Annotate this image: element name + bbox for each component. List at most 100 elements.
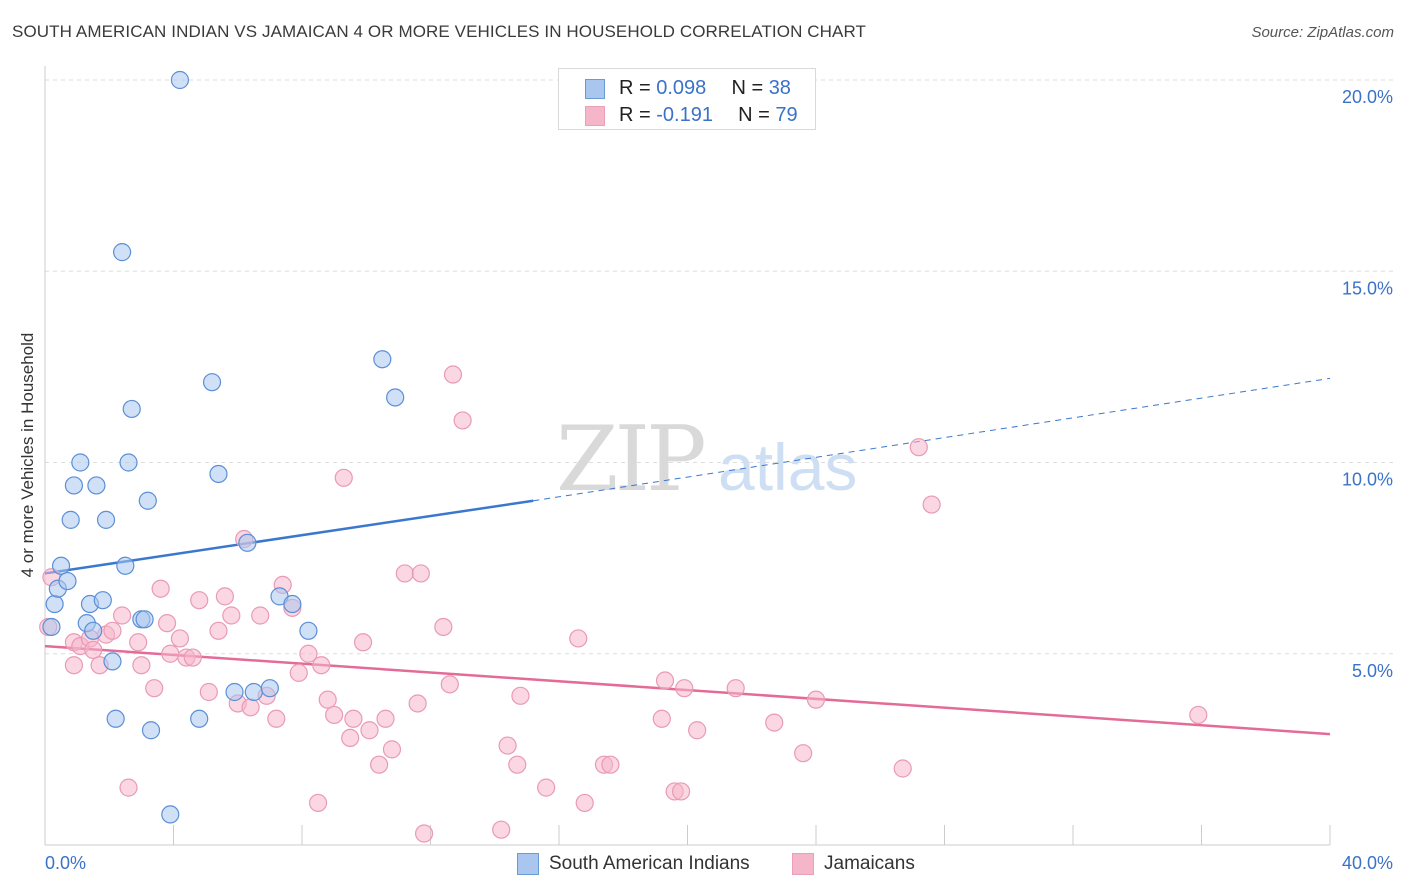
y-tick-label: 5.0% — [1352, 661, 1393, 681]
legend-swatch-blue — [517, 853, 539, 875]
point-jamaicans — [209, 621, 228, 640]
r-value: -0.191 — [656, 104, 713, 126]
point-south-american-indians — [112, 243, 132, 262]
n-label: N = — [731, 77, 769, 99]
point-jamaicans — [652, 709, 671, 728]
point-jamaicans — [537, 778, 556, 797]
series-legend: South American Indians Jamaicans — [0, 852, 1406, 878]
zipatlas-watermark: ZIP atlas — [556, 407, 857, 512]
point-jamaicans — [395, 564, 414, 583]
point-south-american-indians — [45, 594, 64, 614]
legend-swatch-blue — [585, 79, 605, 99]
r-label: R = — [619, 77, 657, 99]
chart-title: SOUTH AMERICAN INDIAN VS JAMAICAN 4 OR M… — [12, 22, 867, 41]
point-jamaicans — [161, 644, 180, 663]
point-jamaicans — [376, 709, 395, 728]
point-jamaicans — [183, 648, 202, 667]
point-jamaicans — [215, 587, 234, 606]
point-south-american-indians — [116, 556, 135, 575]
legend-label: Jamaicans — [824, 853, 915, 874]
point-jamaicans — [251, 606, 270, 625]
point-jamaicans — [151, 579, 170, 598]
point-jamaicans — [601, 755, 620, 774]
point-jamaicans — [511, 686, 530, 705]
y-tick-label: 20.0% — [1342, 87, 1393, 107]
watermark-atlas: atlas — [718, 430, 857, 504]
point-south-american-indians — [58, 571, 77, 591]
point-jamaicans — [112, 606, 132, 625]
point-jamaicans — [675, 679, 694, 698]
point-south-american-indians — [373, 350, 392, 369]
correlation-legend: R = 0.098 N = 38 R = -0.191 N = 79 — [558, 68, 816, 130]
point-south-american-indians — [170, 70, 190, 90]
point-jamaicans — [341, 728, 360, 748]
source-credit: Source: ZipAtlas.com — [1251, 24, 1394, 41]
legend-swatch-pink — [585, 106, 605, 126]
point-south-american-indians — [138, 491, 157, 510]
point-jamaicans — [408, 694, 427, 713]
point-jamaicans — [922, 495, 941, 514]
watermark-zip: ZIP — [556, 407, 704, 512]
point-jamaicans — [344, 709, 363, 728]
point-south-american-indians — [244, 682, 263, 702]
point-south-american-indians — [64, 476, 84, 495]
point-jamaicans — [411, 564, 430, 583]
y-tick-label: 10.0% — [1342, 470, 1393, 490]
point-jamaicans — [353, 633, 373, 652]
point-jamaicans — [1189, 705, 1208, 725]
point-jamaicans — [267, 709, 286, 728]
point-jamaicans — [103, 621, 122, 640]
point-jamaicans — [64, 656, 84, 675]
point-jamaicans — [443, 365, 463, 384]
point-jamaicans — [575, 793, 594, 813]
point-south-american-indians — [283, 594, 302, 614]
point-jamaicans — [84, 640, 103, 660]
point-south-american-indians — [238, 533, 257, 552]
point-south-american-indians — [225, 682, 244, 702]
point-jamaicans — [299, 644, 318, 663]
point-jamaicans — [498, 736, 517, 755]
point-jamaicans — [382, 740, 402, 759]
point-south-american-indians — [299, 621, 318, 640]
n-label: N = — [738, 104, 776, 126]
point-jamaicans — [360, 721, 379, 740]
point-jamaicans — [434, 617, 453, 637]
r-value: 0.098 — [656, 77, 707, 99]
point-jamaicans — [190, 591, 209, 610]
point-jamaicans — [308, 793, 328, 813]
legend-swatch-pink — [792, 853, 814, 875]
point-south-american-indians — [106, 709, 125, 728]
point-south-american-indians — [93, 591, 112, 610]
point-jamaicans — [655, 671, 675, 690]
point-south-american-indians — [260, 679, 279, 698]
point-jamaicans — [453, 411, 472, 430]
point-south-american-indians — [84, 621, 103, 640]
point-jamaicans — [492, 820, 511, 839]
r-label: R = — [619, 104, 657, 126]
point-south-american-indians — [202, 373, 222, 392]
n-value: 38 — [768, 77, 791, 99]
point-jamaicans — [370, 755, 389, 774]
point-jamaicans — [222, 606, 241, 625]
point-south-american-indians — [87, 476, 106, 495]
legend-label: South American Indians — [549, 853, 750, 874]
point-south-american-indians — [51, 556, 71, 575]
x-tick-label-min: 0.0% — [45, 853, 86, 873]
point-jamaicans — [119, 778, 138, 797]
point-south-american-indians — [386, 388, 405, 407]
point-jamaicans — [312, 656, 331, 675]
point-jamaicans — [893, 759, 912, 778]
point-south-american-indians — [119, 453, 138, 472]
grid-lines — [45, 79, 1395, 655]
point-jamaicans — [508, 755, 527, 774]
point-jamaicans — [325, 705, 344, 725]
point-south-american-indians — [141, 721, 161, 740]
point-jamaicans — [145, 679, 164, 698]
point-jamaicans — [334, 468, 353, 487]
point-jamaicans — [129, 633, 148, 652]
point-jamaicans — [199, 682, 218, 702]
point-south-american-indians — [103, 652, 122, 671]
point-south-american-indians — [161, 805, 180, 824]
point-jamaicans — [132, 656, 151, 675]
